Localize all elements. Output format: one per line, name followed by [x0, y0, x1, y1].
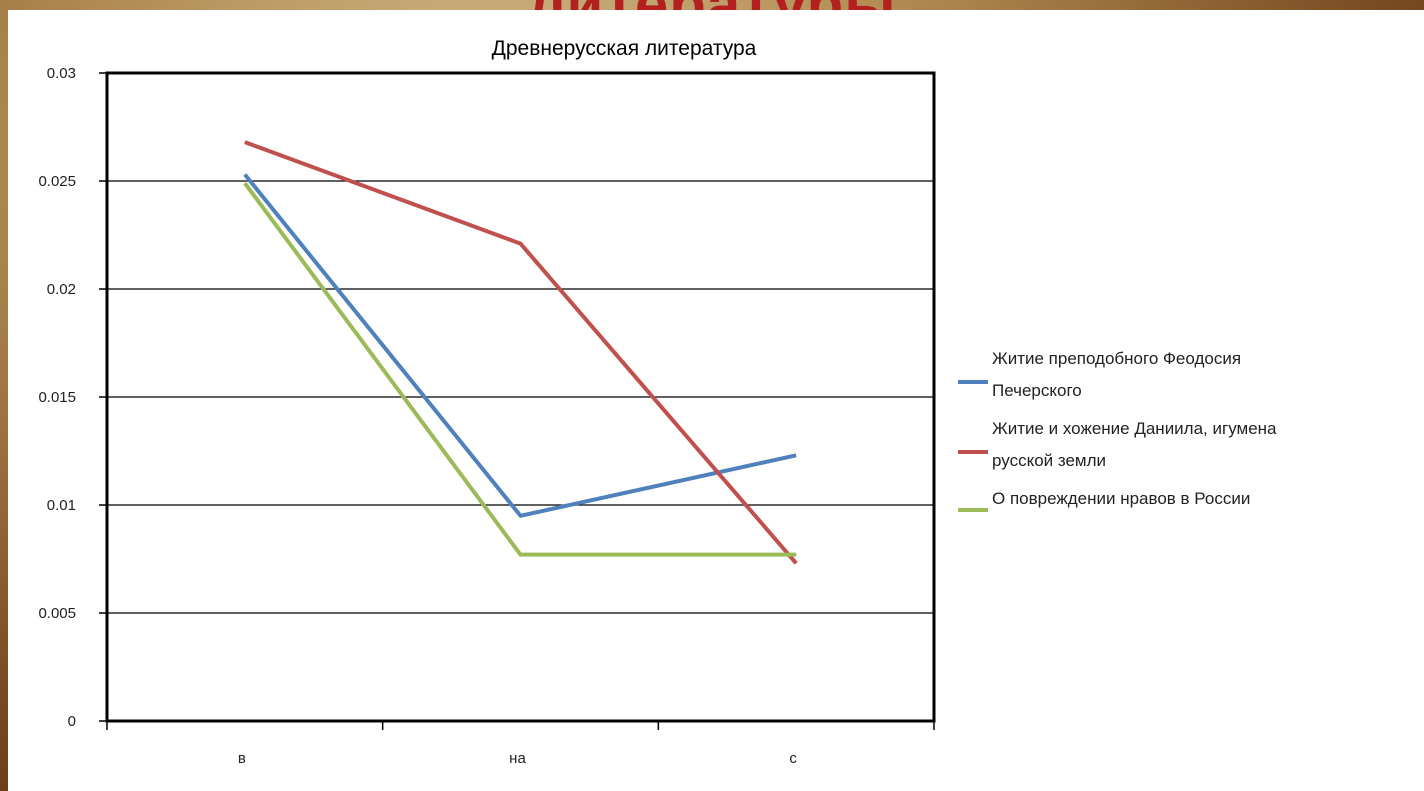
- legend-label: Житие и хожение Даниила, игумена: [992, 419, 1277, 438]
- y-tick-label: 0.005: [38, 605, 76, 622]
- y-tick-label: 0.03: [47, 65, 76, 82]
- x-tick-label: с: [789, 750, 797, 767]
- series-lines: [243, 140, 798, 565]
- series-line-3: [243, 181, 797, 557]
- y-tick-label: 0.02: [47, 281, 76, 298]
- y-tick-label: 0.015: [38, 389, 76, 406]
- legend-label: русской земли: [992, 451, 1106, 470]
- gridlines: [107, 180, 934, 614]
- y-tick-label: 0: [68, 713, 76, 730]
- plot-area-frame: [105, 71, 936, 723]
- y-tick-label: 0.025: [38, 173, 76, 190]
- chart-panel: [8, 10, 1424, 791]
- x-axis-ticks: в на с: [106, 721, 935, 767]
- y-tick-label: 0.01: [47, 497, 76, 514]
- legend-label: О повреждении нравов в России: [992, 489, 1250, 508]
- y-axis-ticks: 0 0.005 0.01 0.015 0.02 0.025 0.03: [38, 65, 107, 730]
- legend-label: Печерского: [992, 381, 1082, 400]
- legend-label: Житие преподобного Феодосия: [992, 349, 1241, 368]
- x-tick-label: на: [509, 750, 526, 767]
- legend: Житие преподобного Феодосия Печерского Жит…: [958, 349, 1277, 512]
- series-line-1: [243, 173, 797, 518]
- x-tick-label: в: [238, 750, 246, 767]
- series-line-2: [244, 140, 798, 565]
- chart-title: Древнерусская литература: [492, 37, 757, 60]
